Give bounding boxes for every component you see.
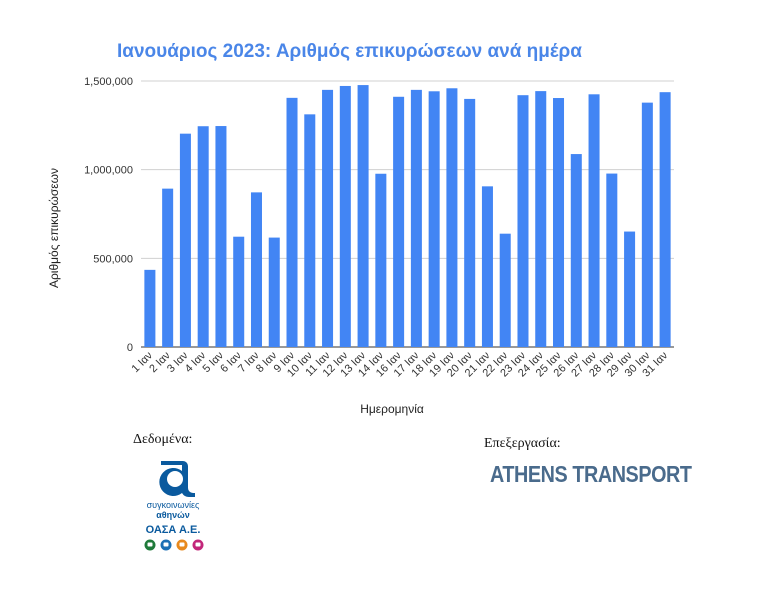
- bar: [410, 89, 422, 347]
- bar: [375, 173, 387, 347]
- bar: [179, 133, 191, 347]
- bar: [162, 188, 174, 347]
- bar: [517, 95, 529, 347]
- svg-text:αθηνών: αθηνών: [156, 510, 190, 520]
- oasa-logo: συγκοινωνίες αθηνών ΟΑΣΑ Α.Ε.: [144, 461, 204, 551]
- x-axis-label: Ημερομηνία: [360, 402, 424, 416]
- bar-chart: Ιανουάριος 2023: Αριθμός επικυρώσεων ανά…: [47, 41, 674, 416]
- bar: [535, 91, 547, 347]
- bar: [322, 89, 334, 347]
- bar: [233, 236, 245, 347]
- bar: [659, 92, 671, 347]
- gridlines: [141, 80, 674, 348]
- transport-mode-icons: [144, 539, 204, 551]
- athens-transport-logo: ATHENS TRANSPORT: [490, 461, 692, 487]
- data-source-label: Δεδομένα:: [133, 432, 193, 447]
- bar: [144, 269, 156, 347]
- bars: [144, 85, 671, 348]
- bar: [446, 88, 458, 348]
- bar: [268, 237, 280, 347]
- svg-text:ΟΑΣΑ Α.Ε.: ΟΑΣΑ Α.Ε.: [146, 524, 201, 536]
- bar: [464, 98, 476, 347]
- y-axis-ticks: 0 500,000 1,000,000 1,500,000: [84, 76, 133, 354]
- bar: [624, 231, 636, 347]
- bar: [553, 98, 565, 347]
- processing-label: Επεξεργασία:: [484, 436, 561, 451]
- chart-title: Ιανουάριος 2023: Αριθμός επικυρώσεων ανά…: [117, 41, 582, 62]
- bar: [215, 126, 227, 347]
- bar: [641, 102, 653, 347]
- y-axis-label: Αριθμός επικυρώσεων: [47, 168, 61, 288]
- bar: [481, 186, 493, 347]
- bar: [606, 173, 618, 347]
- svg-text:συγκοινωνίες: συγκοινωνίες: [147, 500, 200, 510]
- y-tick-label: 500,000: [93, 253, 133, 265]
- bar: [250, 192, 262, 347]
- bar: [393, 96, 405, 347]
- bar: [588, 94, 600, 347]
- bar: [197, 126, 209, 347]
- bar: [428, 91, 440, 347]
- y-tick-label: 1,000,000: [84, 165, 133, 177]
- bar: [339, 85, 351, 347]
- bar: [499, 233, 511, 347]
- bar: [570, 154, 582, 347]
- bar: [304, 114, 316, 347]
- bar: [286, 97, 298, 347]
- y-tick-label: 1,500,000: [84, 76, 133, 88]
- y-tick-label: 0: [127, 342, 133, 354]
- bar: [357, 85, 369, 347]
